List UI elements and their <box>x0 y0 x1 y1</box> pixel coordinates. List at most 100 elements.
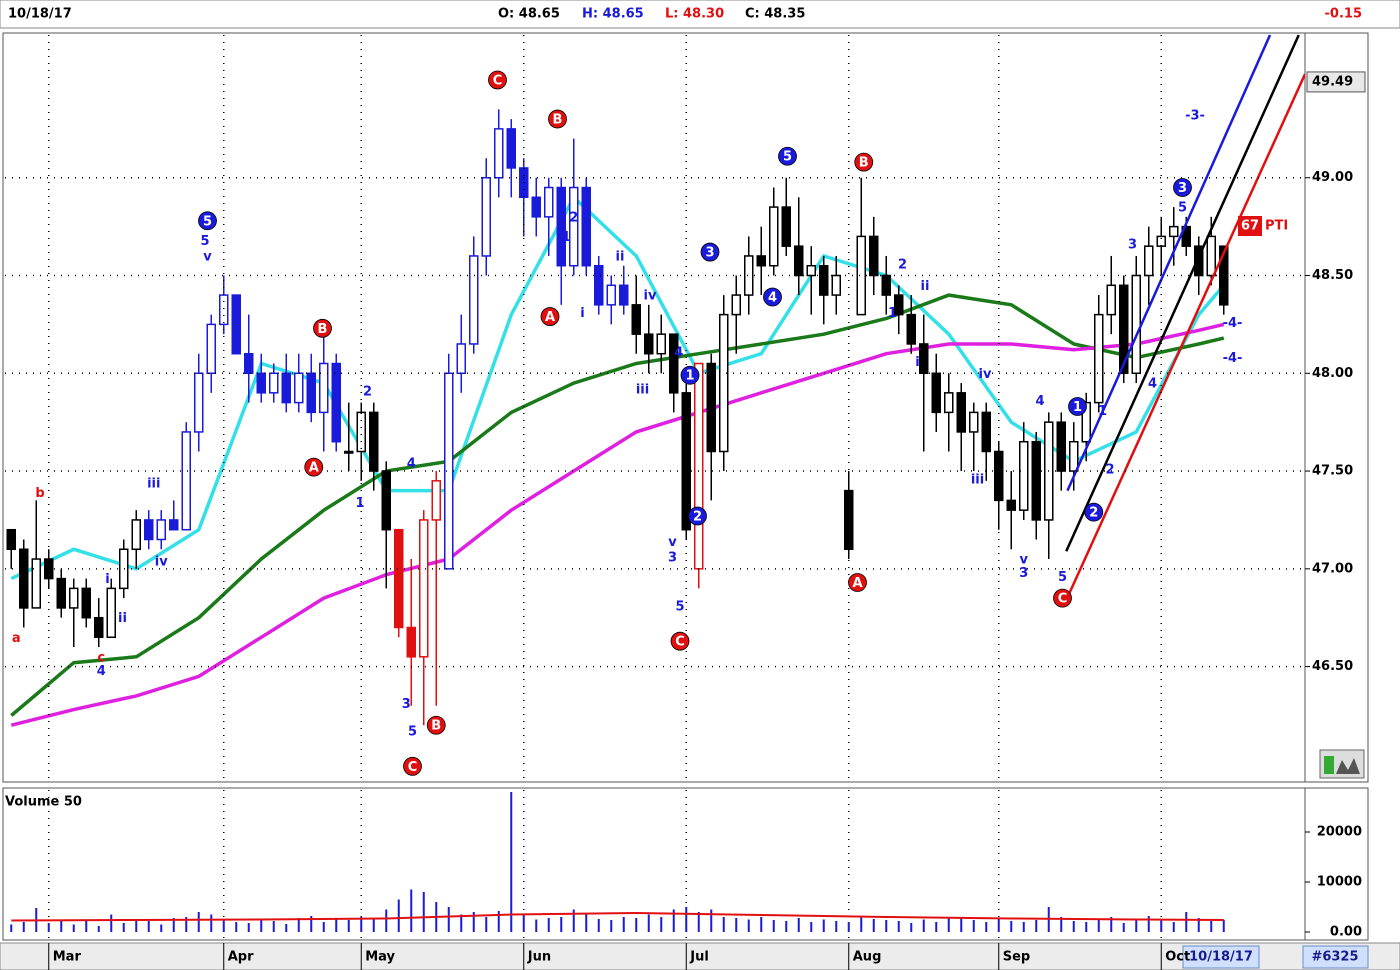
candle-body <box>619 284 629 306</box>
x-tick-label: Mar <box>53 950 82 965</box>
wave-label: 1 <box>1098 404 1107 419</box>
candle-body <box>456 343 466 375</box>
header-open: O: 48.65 <box>498 7 560 22</box>
trendline <box>1066 34 1272 492</box>
wave-label: 1 <box>1073 400 1082 415</box>
price-panel <box>2 32 1369 783</box>
candle-body <box>444 372 454 570</box>
wave-label: 5 <box>203 214 212 229</box>
wave-marker <box>304 457 324 477</box>
wave-label: 5 <box>783 150 792 165</box>
volume-panel <box>2 787 1369 941</box>
wave-label: iii <box>971 472 984 487</box>
wave-label: 2 <box>1105 463 1114 478</box>
wave-label: A <box>852 576 862 591</box>
id-box <box>1302 945 1369 969</box>
wave-label: 1 <box>685 369 694 384</box>
wave-label: A <box>545 310 555 325</box>
wave-label: B <box>431 719 441 734</box>
wave-marker <box>1173 178 1192 197</box>
wave-label: 4 <box>768 291 777 306</box>
candle-body <box>906 313 916 345</box>
candle-body <box>256 372 266 394</box>
wave-label: 2 <box>693 510 702 525</box>
wave-label: i <box>915 355 919 370</box>
x-tick-label: Sep <box>1003 950 1031 965</box>
candle-body <box>631 304 641 335</box>
wave-marker <box>778 146 797 166</box>
wave-label: a <box>12 631 21 646</box>
candle-body <box>406 626 416 658</box>
candle-body <box>331 362 341 443</box>
candle-body <box>844 489 854 551</box>
wave-label: v <box>1020 553 1029 568</box>
candle-body <box>894 294 904 316</box>
trendline <box>1065 34 1300 552</box>
candle-body <box>31 558 41 609</box>
wave-marker <box>670 631 690 651</box>
moving-average <box>10 322 1225 727</box>
candle-body <box>281 372 291 404</box>
candle-body <box>594 264 604 306</box>
header-low: L: 48.30 <box>665 7 724 22</box>
wave-label: ii <box>921 279 930 294</box>
wave-label: 5 <box>200 234 209 249</box>
wave-label: 5 <box>408 725 417 740</box>
wave-label: 4 <box>97 664 106 679</box>
candle-body <box>131 519 141 551</box>
candle-body <box>169 519 179 531</box>
candle-body <box>644 333 654 355</box>
candle-body <box>231 294 241 355</box>
wave-label: -3- <box>1185 109 1205 124</box>
wave-label: -4- <box>1223 316 1243 331</box>
candle-body <box>569 186 579 267</box>
wave-label: C <box>1058 592 1068 607</box>
wave-marker <box>848 573 867 592</box>
candle-body <box>194 372 204 433</box>
candle-body <box>44 558 54 580</box>
x-tick-label: Apr <box>228 950 254 965</box>
toolbar-icon[interactable] <box>1319 749 1365 779</box>
wave-marker <box>763 287 782 307</box>
candle-body <box>856 235 866 316</box>
y-tick-label: 47.50 <box>1312 464 1353 479</box>
candle-body <box>369 411 379 472</box>
volume-title: Volume 50 <box>5 795 82 810</box>
volume-average <box>11 911 1224 922</box>
candle-body <box>756 255 766 267</box>
volume-tick-label: 10000 <box>1317 875 1362 890</box>
candle-body <box>1094 313 1104 404</box>
wave-label: 3 <box>402 697 411 712</box>
candle-body <box>56 577 66 609</box>
candle-body <box>969 411 979 433</box>
trendline <box>1065 73 1305 601</box>
candle-body <box>506 128 516 169</box>
candle-body <box>806 264 816 277</box>
candle-body <box>544 186 554 218</box>
wave-label: B <box>318 322 328 337</box>
candle-body <box>206 323 216 375</box>
price-marker-label: 49.49 <box>1312 74 1353 89</box>
wave-label: b <box>35 486 44 501</box>
candle-body <box>531 196 541 218</box>
x-tick-label: Jun <box>527 950 551 965</box>
candle-body <box>94 616 104 639</box>
candle-body <box>381 470 391 531</box>
candle-body <box>1069 440 1079 472</box>
candle-body <box>181 431 191 531</box>
candle-body <box>394 528 404 629</box>
candle-body <box>356 411 366 453</box>
wave-label: 1 <box>355 496 364 511</box>
wave-marker <box>854 152 874 172</box>
candle-body <box>19 548 29 609</box>
header-bar <box>0 0 1400 29</box>
header-close: C: 48.35 <box>745 7 805 22</box>
candle-body <box>1206 235 1216 277</box>
footer-id: #6325 <box>1311 950 1358 965</box>
wave-marker <box>688 506 707 526</box>
wave-label: 4 <box>1035 394 1044 409</box>
wave-marker <box>313 318 332 338</box>
candle-body <box>956 392 966 433</box>
candle-body <box>881 274 891 296</box>
